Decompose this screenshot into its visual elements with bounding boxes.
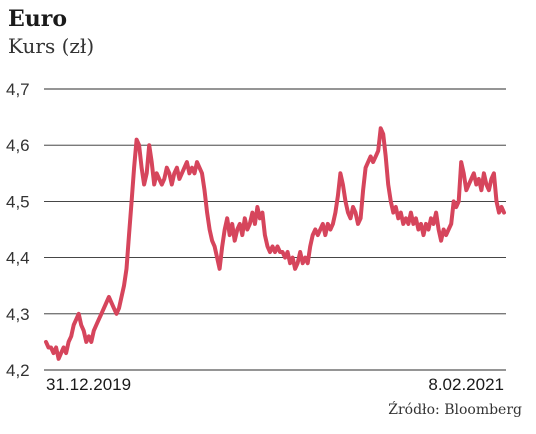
y-tick-label: 4,7 — [6, 80, 30, 99]
series-line-group — [44, 126, 506, 361]
y-axis-ticks: 4,7 4,6 4,5 4,4 4,3 4,2 — [6, 80, 30, 380]
x-tick-label-end: 8.02.2021 — [428, 375, 504, 394]
x-tick-label-start: 31.12.2019 — [46, 375, 131, 394]
chart-title: Euro — [8, 6, 68, 32]
eur-pln-line — [44, 126, 506, 361]
y-tick-label: 4,6 — [6, 136, 30, 155]
y-tick-label: 4,3 — [6, 305, 30, 324]
grid-lines — [44, 88, 506, 371]
x-axis-ticks: 31.12.2019 8.02.2021 — [46, 375, 504, 394]
chart-subtitle: Kurs (zł) — [8, 34, 95, 58]
y-tick-label: 4,4 — [6, 249, 30, 268]
y-tick-label: 4,5 — [6, 192, 30, 211]
y-tick-label: 4,2 — [6, 361, 30, 380]
source-note: Źródło: Bloomberg — [388, 402, 522, 418]
